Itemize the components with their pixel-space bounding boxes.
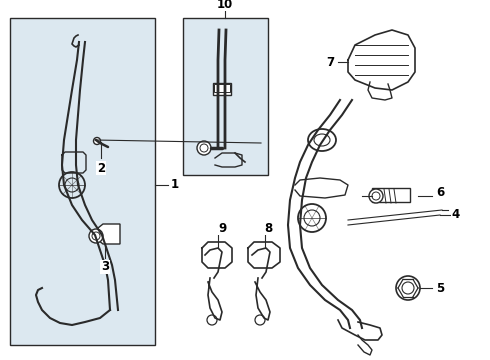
Polygon shape [295, 178, 348, 198]
Bar [10, 18, 155, 345]
Polygon shape [358, 335, 372, 355]
Text: 9: 9 [218, 221, 226, 234]
Text: 2: 2 [97, 162, 105, 175]
Bar [183, 18, 268, 175]
Circle shape [94, 138, 100, 144]
Polygon shape [248, 242, 280, 268]
Circle shape [298, 204, 326, 232]
Bar [372, 188, 410, 202]
Polygon shape [98, 224, 120, 244]
Polygon shape [368, 82, 392, 100]
Bar [213, 83, 231, 95]
Text: 4: 4 [452, 208, 460, 221]
Text: 6: 6 [436, 185, 444, 198]
Text: 3: 3 [101, 261, 109, 274]
Text: 10: 10 [217, 0, 233, 10]
Text: 1: 1 [171, 179, 179, 192]
Circle shape [89, 229, 103, 243]
Text: 5: 5 [436, 282, 444, 294]
Polygon shape [202, 242, 232, 268]
Circle shape [255, 315, 265, 325]
Polygon shape [338, 320, 382, 340]
Polygon shape [252, 248, 270, 278]
Text: 8: 8 [264, 221, 272, 234]
Circle shape [207, 315, 217, 325]
Polygon shape [348, 30, 415, 90]
Circle shape [197, 141, 211, 155]
Polygon shape [205, 248, 222, 278]
Circle shape [396, 276, 420, 300]
Circle shape [369, 189, 383, 203]
Bar [214, 84, 230, 92]
Text: 7: 7 [326, 55, 334, 68]
